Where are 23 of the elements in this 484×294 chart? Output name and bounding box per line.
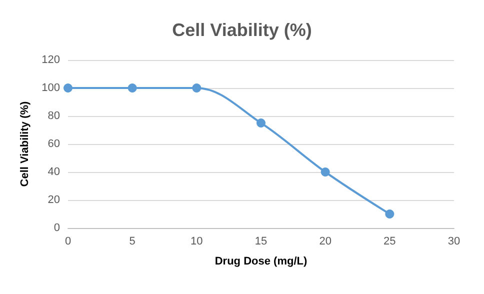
y-tick-label: 20 (48, 194, 60, 206)
y-tick-label: 40 (48, 166, 60, 178)
chart-title: Cell Viability (%) (172, 20, 312, 40)
x-tick-label: 0 (64, 236, 72, 248)
x-tick-label: 15 (254, 236, 268, 248)
x-axis-title: Drug Dose (mg/L) (214, 256, 308, 268)
y-axis-title: Cell Viability (%) (19, 100, 32, 187)
point (320, 168, 330, 176)
y-tick-label: 120 (42, 54, 60, 66)
point (256, 118, 266, 128)
y-tick-label: 60 (48, 138, 60, 150)
x-tick-label: 5 (129, 236, 136, 248)
point (192, 84, 202, 92)
y-tick-label: 100 (42, 82, 60, 94)
point (385, 210, 394, 218)
y-tick-label: 80 (48, 110, 60, 122)
x-tick-label: 10 (190, 236, 203, 248)
y-tick-label: 0 (54, 222, 60, 234)
x-tick-label: 30 (448, 236, 460, 248)
x-tick-label: 20 (319, 236, 332, 248)
x-tick-label: 25 (384, 236, 396, 248)
point (64, 84, 72, 92)
point (128, 84, 137, 92)
